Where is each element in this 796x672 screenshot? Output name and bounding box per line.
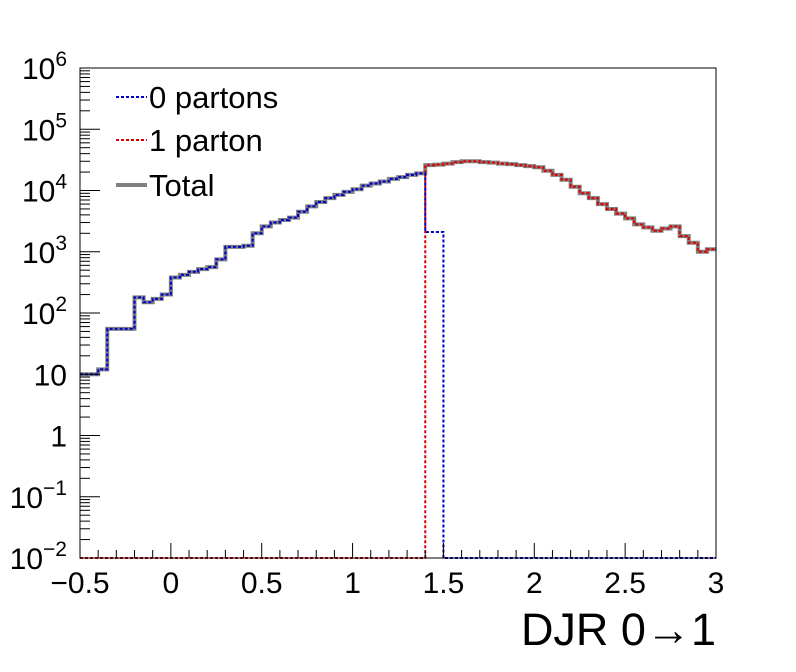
x-tick-label: 0.5 (241, 567, 283, 600)
y-tick-label: 10−1 (10, 477, 67, 515)
x-tick-label: 2.5 (604, 567, 646, 600)
y-tick-label: 104 (22, 171, 67, 209)
y-tick-label: 102 (22, 293, 67, 331)
y-tick-label: 103 (22, 232, 67, 270)
y-tick-label: 10−2 (10, 538, 67, 576)
x-tick-label: −0.5 (50, 567, 109, 600)
y-tick-label: 106 (22, 48, 67, 86)
x-axis-ticks: −0.5 0 0.5 1 1.5 2 2.5 3 (50, 543, 724, 600)
x-tick-label: 3 (708, 567, 725, 600)
series-line-1-parton (80, 160, 716, 559)
y-tick-label: 10 (34, 359, 67, 392)
legend-label: 1 parton (149, 123, 263, 158)
histogram-series-layer (80, 159, 716, 559)
legend-label: Total (149, 168, 214, 203)
x-tick-label: 0 (163, 567, 180, 600)
x-tick-label: 2 (526, 567, 543, 600)
x-tick-label: 1.5 (423, 567, 465, 600)
y-axis-ticks: 10−2 10−1 1 10 102 103 104 105 106 (10, 48, 100, 576)
legend-label: 0 partons (149, 80, 278, 115)
y-tick-label: 1 (50, 421, 67, 454)
legend: 0 partons 1 parton Total (116, 80, 278, 203)
x-tick-label: 1 (344, 567, 361, 600)
x-axis-title: DJR 0→1 (521, 604, 716, 655)
y-tick-label: 105 (22, 109, 67, 147)
series-line-0-partons (80, 172, 716, 559)
